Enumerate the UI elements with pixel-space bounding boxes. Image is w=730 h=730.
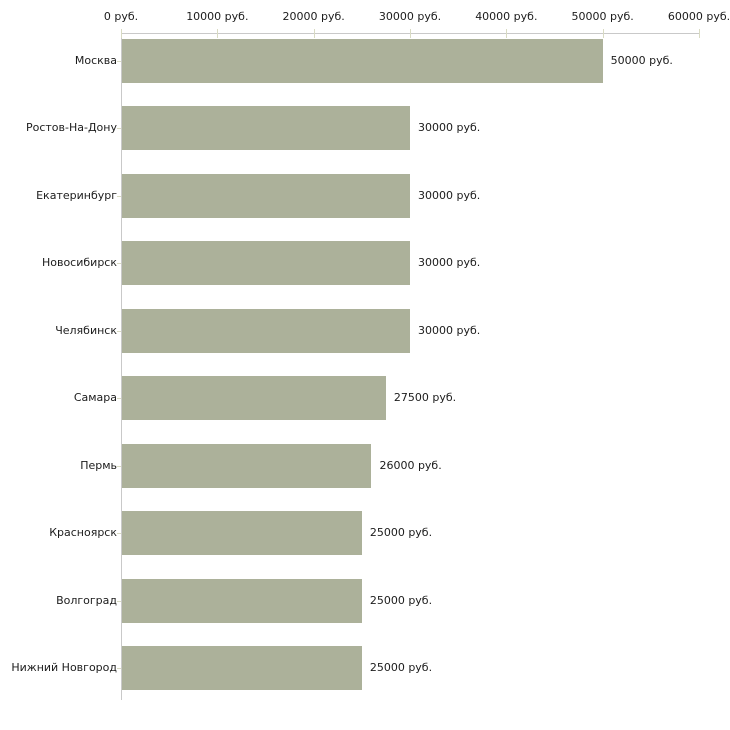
bar [122, 376, 386, 421]
category-label: Новосибирск [41, 256, 117, 270]
value-label: 25000 руб. [369, 526, 433, 540]
category-label: Нижний Новгород [11, 660, 117, 674]
category-label: Волгоград [56, 593, 117, 607]
value-label: 30000 руб. [418, 323, 481, 337]
category-label: Москва [74, 54, 117, 67]
x-tick-mark [699, 29, 700, 38]
x-tick-label: 50000 руб. [571, 10, 634, 23]
value-label: 25000 руб. [369, 593, 433, 607]
x-tick-label: 20000 руб. [282, 10, 345, 23]
category-label: Ростов-На-Дону [25, 121, 117, 135]
x-tick-mark [121, 29, 122, 38]
category-label: Екатеринбург [36, 188, 117, 202]
bar [122, 443, 372, 488]
bar [122, 308, 410, 353]
category-tick-mark [117, 398, 121, 400]
value-label: 25000 руб. [369, 660, 433, 674]
x-tick-label: 10000 руб. [186, 10, 249, 23]
x-tick-mark [410, 29, 411, 38]
bar [122, 578, 362, 623]
value-label: 30000 руб. [418, 188, 481, 202]
bar [122, 106, 410, 151]
y-axis-line [121, 33, 122, 700]
value-label: 30000 руб. [418, 256, 481, 270]
x-tick-mark [506, 29, 508, 38]
category-tick-mark [117, 600, 121, 602]
x-tick-label: 40000 руб. [475, 10, 538, 23]
category-label: Красноярск [49, 526, 117, 540]
x-tick-label: 0 руб. [103, 10, 139, 23]
value-label: 30000 руб. [418, 121, 481, 135]
x-tick-mark [602, 29, 604, 38]
x-tick-label: 60000 руб. [667, 10, 730, 23]
category-label: Пермь [80, 458, 117, 472]
value-label: 26000 руб. [379, 458, 442, 472]
category-tick-mark [117, 533, 121, 535]
bar [122, 241, 410, 286]
value-label: 50000 руб. [610, 54, 673, 67]
category-tick-mark [117, 61, 121, 62]
x-tick-label: 30000 руб. [378, 10, 442, 23]
bar [122, 645, 362, 690]
x-tick-mark [313, 29, 315, 38]
category-tick-mark [117, 667, 121, 669]
category-tick-mark [117, 330, 121, 332]
category-tick-mark [117, 465, 121, 467]
category-label: Челябинск [55, 323, 117, 337]
bar [122, 173, 410, 218]
category-tick-mark [117, 128, 121, 130]
x-tick-mark [217, 29, 219, 38]
bar [122, 39, 603, 83]
category-tick-mark [117, 195, 121, 197]
category-tick-mark [117, 263, 121, 265]
bar [122, 511, 362, 556]
value-label: 27500 руб. [393, 391, 457, 405]
category-label: Самара [73, 391, 117, 405]
